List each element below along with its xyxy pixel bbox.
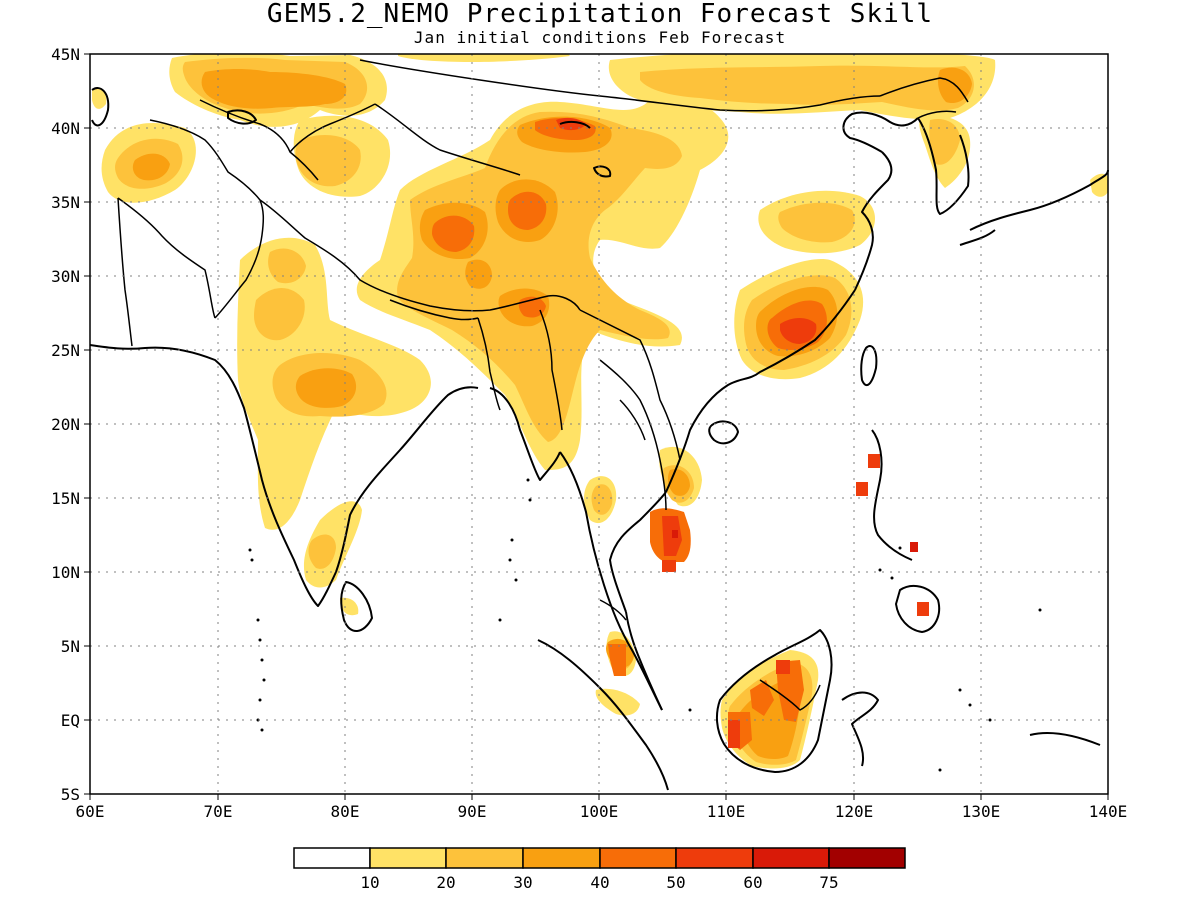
colorbar — [293, 847, 906, 869]
lon-tick-label: 70E — [204, 802, 233, 821]
lat-tick-label: 5S — [61, 785, 80, 804]
lat-tick-label: 30N — [51, 267, 80, 286]
lat-tick-label: 25N — [51, 341, 80, 360]
lon-tick-label: 90E — [458, 802, 487, 821]
colorbar-swatch — [675, 847, 754, 869]
colorbar-label: 50 — [666, 873, 685, 892]
coastlines — [89, 87, 1109, 791]
lat-tick-label: 15N — [51, 489, 80, 508]
map-subtitle: Jan initial conditions Feb Forecast — [413, 28, 787, 47]
colorbar-label: 60 — [743, 873, 762, 892]
colorbar-label: 40 — [590, 873, 609, 892]
lat-tick-label: 20N — [51, 415, 80, 434]
colorbar-swatch — [752, 847, 830, 869]
lon-tick-label: 100E — [580, 802, 619, 821]
lon-tick-label: 80E — [331, 802, 360, 821]
colorbar-label: 10 — [360, 873, 379, 892]
colorbar-label: 75 — [819, 873, 838, 892]
tick-marks — [84, 53, 1109, 800]
islands — [248, 478, 1042, 772]
skill-level-60-regions — [672, 530, 918, 552]
colorbar-swatch — [445, 847, 524, 869]
lat-tick-label: EQ — [61, 711, 80, 730]
colorbar-swatch — [293, 847, 371, 869]
lon-tick-label: 60E — [76, 802, 105, 821]
lat-tick-label: 45N — [51, 45, 80, 64]
colorbar-swatch — [522, 847, 601, 869]
country-borders — [117, 59, 969, 711]
lat-tick-label: 40N — [51, 119, 80, 138]
colorbar-swatch — [828, 847, 906, 869]
colorbar-label: 20 — [436, 873, 455, 892]
lat-tick-label: 10N — [51, 563, 80, 582]
latitude-labels: 45N 40N 35N 30N 25N 20N 15N 10N 5N EQ 5S — [51, 45, 80, 804]
lon-tick-label: 140E — [1089, 802, 1128, 821]
lon-tick-label: 110E — [707, 802, 746, 821]
colorbar-labels: 10 20 30 40 50 60 75 — [360, 873, 838, 892]
longitude-labels: 60E 70E 80E 90E 100E 110E 120E 130E 140E — [76, 802, 1128, 821]
map-title: GEM5.2_NEMO Precipitation Forecast Skill — [266, 0, 934, 29]
skill-level-50-regions — [556, 117, 929, 748]
lon-tick-label: 130E — [962, 802, 1001, 821]
lat-tick-label: 5N — [61, 637, 80, 656]
colorbar-label: 30 — [513, 873, 532, 892]
skill-shading — [92, 54, 1108, 769]
map-grid — [90, 54, 1108, 794]
lat-tick-label: 35N — [51, 193, 80, 212]
skill-level-20-regions — [115, 57, 974, 765]
colorbar-swatch — [369, 847, 447, 869]
lon-tick-label: 120E — [835, 802, 874, 821]
colorbar-swatch — [599, 847, 677, 869]
